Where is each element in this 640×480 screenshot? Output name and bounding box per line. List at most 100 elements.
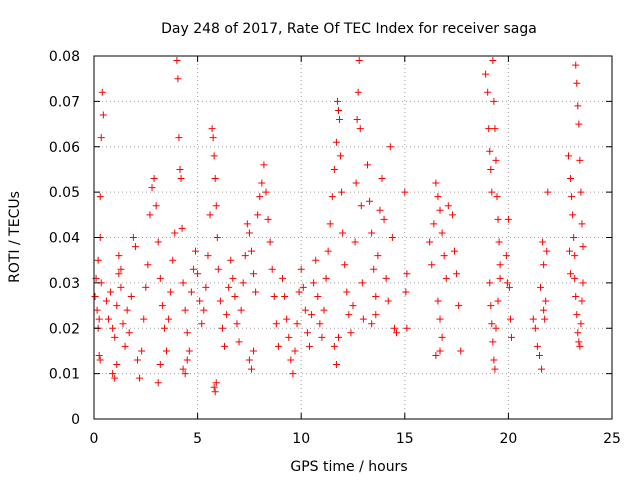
data-point — [96, 193, 104, 201]
data-point — [572, 61, 580, 69]
data-point — [176, 165, 184, 173]
data-point — [328, 193, 336, 201]
data-point — [324, 247, 332, 255]
y-tick-labels: 0 0.01 0.02 0.03 0.04 0.05 0.06 0.07 0.08 — [49, 49, 80, 428]
data-point — [451, 247, 459, 255]
data-point — [123, 306, 131, 314]
data-point — [252, 288, 260, 296]
data-point — [493, 193, 501, 201]
data-point — [150, 175, 158, 183]
data-point — [91, 292, 99, 300]
data-point — [94, 256, 102, 264]
data-point — [372, 292, 380, 300]
data-point — [214, 265, 222, 273]
data-point — [237, 306, 245, 314]
data-point — [575, 338, 583, 346]
data-point — [542, 297, 550, 305]
data-point — [568, 193, 576, 201]
data-point — [183, 356, 191, 364]
data-point — [121, 342, 129, 350]
data-point — [579, 243, 587, 251]
data-point — [314, 292, 322, 300]
data-point — [119, 320, 127, 328]
data-point — [567, 175, 575, 183]
data-point — [225, 283, 233, 291]
data-point — [95, 351, 103, 359]
data-point — [347, 329, 355, 337]
data-point — [281, 292, 289, 300]
data-point — [502, 252, 510, 260]
data-point — [401, 188, 409, 196]
data-point — [544, 188, 552, 196]
data-point — [129, 234, 137, 241]
data-point — [491, 365, 499, 373]
data-point — [216, 297, 224, 305]
data-point — [113, 302, 121, 310]
data-point — [496, 274, 504, 282]
data-point — [183, 329, 191, 337]
data-point — [299, 283, 307, 291]
x-tick-label: 25 — [603, 431, 621, 447]
data-point — [486, 147, 494, 155]
data-point — [165, 315, 173, 323]
y-tick-label: 0.02 — [49, 321, 80, 337]
data-point — [291, 347, 299, 355]
data-point — [154, 379, 162, 387]
data-point — [174, 75, 182, 83]
data-point — [115, 252, 123, 260]
data-point — [428, 261, 436, 269]
data-point — [221, 342, 229, 350]
data-point — [436, 206, 444, 214]
data-point — [579, 279, 587, 287]
data-point — [578, 220, 586, 228]
data-point — [370, 265, 378, 273]
data-point — [402, 288, 410, 296]
data-point — [287, 356, 295, 364]
data-point — [332, 361, 340, 369]
data-point — [368, 229, 376, 237]
data-point — [109, 324, 117, 332]
data-point — [154, 238, 162, 246]
data-point — [105, 315, 113, 323]
data-point — [175, 134, 183, 142]
data-point — [179, 365, 187, 373]
data-point — [359, 315, 367, 323]
data-point — [211, 175, 219, 183]
data-point — [448, 211, 456, 219]
data-point — [264, 215, 272, 223]
data-point — [318, 333, 326, 341]
x-axis-label: GPS time / hours — [290, 459, 407, 475]
data-point — [426, 238, 434, 246]
data-point — [233, 320, 241, 328]
data-point — [107, 288, 115, 296]
data-point — [189, 265, 197, 273]
x-tick-label: 20 — [499, 431, 517, 447]
data-point — [109, 370, 117, 378]
data-point — [117, 283, 125, 291]
data-point — [96, 356, 104, 364]
data-point — [279, 274, 287, 282]
data-point — [538, 365, 546, 373]
data-point — [93, 306, 101, 314]
data-point — [533, 342, 541, 350]
data-point — [355, 57, 363, 65]
data-point — [243, 220, 251, 228]
data-point — [266, 238, 274, 246]
data-point — [179, 279, 187, 287]
data-point — [241, 252, 249, 260]
data-point — [486, 279, 494, 287]
data-point — [160, 324, 168, 332]
data-point — [305, 342, 313, 350]
data-point — [260, 161, 268, 169]
data-point — [198, 320, 206, 328]
data-point — [212, 379, 220, 387]
data-point — [196, 297, 204, 305]
y-tick-label: 0.03 — [49, 276, 80, 292]
data-point — [213, 234, 221, 241]
data-point — [95, 315, 103, 323]
data-point — [312, 256, 320, 264]
data-point — [111, 374, 119, 382]
data-point — [482, 70, 490, 78]
data-point — [115, 270, 123, 278]
data-point — [434, 193, 442, 201]
